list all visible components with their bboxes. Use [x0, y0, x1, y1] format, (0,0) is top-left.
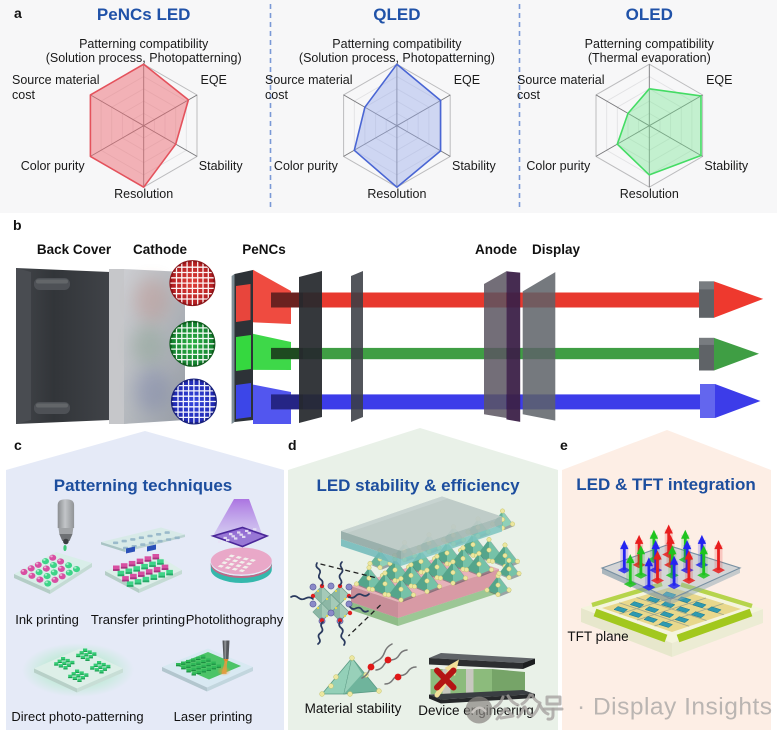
svg-text:b: b	[13, 217, 22, 233]
svg-text:Back Cover: Back Cover	[37, 242, 112, 257]
svg-text:Direct photo-patterning: Direct photo-patterning	[11, 709, 143, 724]
svg-text:TFT plane: TFT plane	[567, 629, 628, 644]
svg-text:Ink printing: Ink printing	[15, 612, 79, 627]
svg-text:Material stability: Material stability	[305, 701, 402, 716]
svg-text:Patterning techniques: Patterning techniques	[54, 476, 233, 495]
svg-text:c: c	[14, 437, 22, 453]
svg-text:Display: Display	[532, 242, 581, 257]
svg-text:Transfer printing: Transfer printing	[91, 612, 185, 627]
svg-text:PeNCs: PeNCs	[242, 242, 286, 257]
svg-text:Cathode: Cathode	[133, 242, 187, 257]
svg-text:· Display Insights: · Display Insights	[577, 694, 773, 721]
svg-text:Anode: Anode	[475, 242, 517, 257]
svg-text:d: d	[288, 437, 297, 453]
svg-text:LED stability & efficiency: LED stability & efficiency	[316, 476, 520, 495]
svg-text:Laser printing: Laser printing	[174, 709, 253, 724]
svg-text:Photolithography: Photolithography	[186, 612, 284, 627]
svg-text:LED & TFT integration: LED & TFT integration	[576, 475, 755, 494]
svg-text:e: e	[560, 437, 568, 453]
